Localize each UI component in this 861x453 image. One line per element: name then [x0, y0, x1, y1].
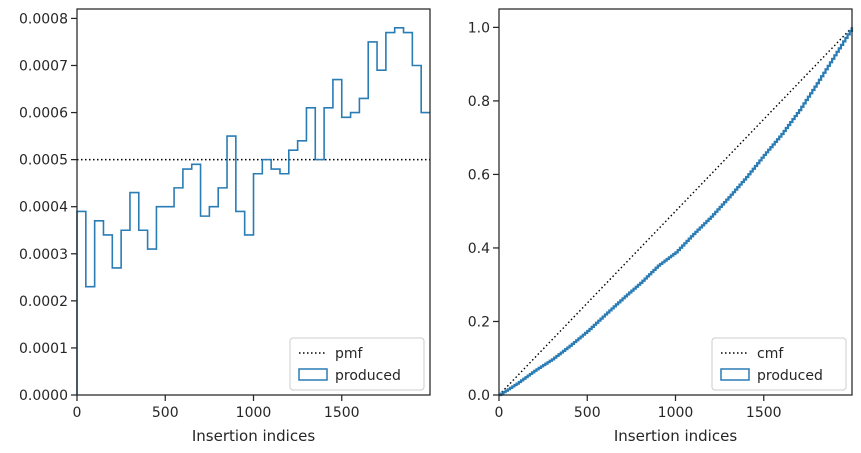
y-tick-label: 0.0007 — [19, 58, 68, 74]
y-tick-label: 0.0005 — [19, 153, 68, 169]
y-tick-label: 0.0006 — [19, 106, 68, 122]
series-step-produced — [499, 27, 854, 397]
x-tick-label: 0 — [495, 405, 504, 421]
legend-label-pmf: pmf — [335, 346, 364, 362]
y-tick-label: 0.0004 — [19, 200, 68, 216]
legend: cmf produced — [711, 337, 847, 391]
y-tick-label: 0.2 — [468, 314, 490, 330]
y-tick-label: 0.0002 — [19, 294, 68, 310]
x-tick-label: 1000 — [658, 405, 694, 421]
legend-swatch-produced — [298, 368, 328, 381]
legend-box — [711, 337, 847, 391]
x-axis-title: Insertion indices — [192, 427, 315, 445]
y-tick-label: 0.0001 — [19, 341, 68, 357]
left-panel-pmf: 0 500 1000 1500 0.0000 0.0001 0.0002 0.0003 0.00… — [19, 8, 431, 445]
y-tick-label: 0.0000 — [19, 388, 68, 404]
y-tick-label: 1.0 — [468, 20, 490, 36]
x-tick-label: 500 — [574, 405, 601, 421]
legend-label-produced: produced — [335, 368, 401, 384]
x-tick-label: 1500 — [324, 405, 360, 421]
x-tick-label: 500 — [152, 405, 179, 421]
plot-frame — [498, 8, 853, 396]
x-axis-title: Insertion indices — [614, 427, 737, 445]
series-line-cmf — [498, 26, 853, 396]
y-tick-label: 0.8 — [468, 94, 490, 110]
y-tick-label: 0.0003 — [19, 247, 68, 263]
y-tick-label: 0.0008 — [19, 11, 68, 27]
x-tick-label: 0 — [73, 405, 82, 421]
y-tick-label: 0.0 — [468, 388, 490, 404]
x-tick-label: 1500 — [746, 405, 782, 421]
legend-box — [289, 337, 425, 391]
legend-label-produced: produced — [757, 368, 823, 384]
legend-label-cmf: cmf — [757, 346, 784, 362]
legend-swatch-produced — [720, 368, 750, 381]
legend: pmf produced — [289, 337, 425, 391]
series-step-produced — [76, 27, 430, 395]
y-tick-label: 0.4 — [468, 241, 490, 257]
y-tick-label: 0.6 — [468, 167, 490, 183]
right-panel-cmf: 0 500 1000 1500 0.0 0.2 0.4 0.6 0.8 1.0 Insertion … — [468, 8, 854, 445]
x-tick-label: 1000 — [236, 405, 272, 421]
